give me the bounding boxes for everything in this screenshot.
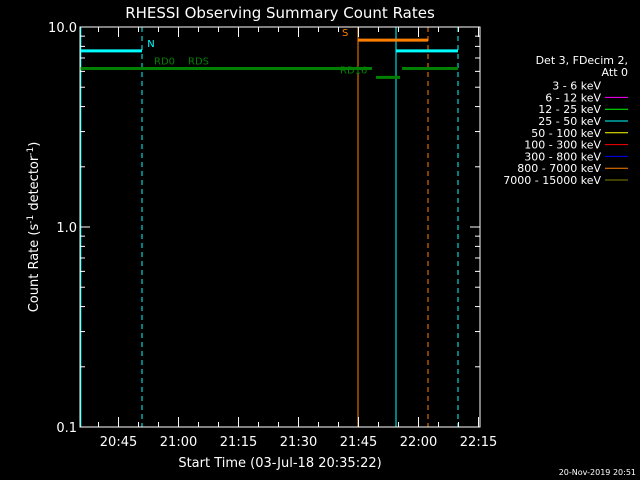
- chart-title: RHESSI Observing Summary Count Rates: [125, 4, 435, 22]
- y-tick-label-1: 1.0: [56, 221, 77, 236]
- x-tick-label-3: 21:30: [280, 435, 317, 450]
- y-tick-label-0: 0.1: [56, 421, 77, 436]
- x-axis-label: Start Time (03-Jul-18 20:35:22): [178, 456, 381, 471]
- flag-label-n: N: [147, 39, 154, 50]
- y-tick-label-2: 10.0: [48, 21, 77, 36]
- y-axis-label-end: ): [27, 142, 42, 147]
- x-tick-label-6: 22:15: [460, 435, 497, 450]
- x-tick-label-0: 20:45: [100, 435, 137, 450]
- legend-label-8: 7000 - 15000 keV: [503, 174, 601, 187]
- legend-label-1: 6 - 12 keV: [545, 91, 601, 104]
- x-tick-label-5: 22:00: [400, 435, 437, 450]
- y-axis-label: Count Rate (s-1 detector-1): [26, 142, 42, 313]
- y-axis-label-mid: detector: [27, 155, 42, 215]
- legend-label-2: 12 - 25 keV: [538, 103, 601, 116]
- legend-header-0: Det 3, FDecim 2,: [536, 54, 628, 67]
- flag-label-rd16: RD16: [340, 65, 367, 76]
- y-axis-label-sup2: -1: [26, 147, 36, 156]
- legend-label-6: 300 - 800 keV: [524, 150, 601, 163]
- legend-label-0: 3 - 6 keV: [552, 80, 601, 93]
- legend-label-5: 100 - 300 keV: [524, 139, 601, 152]
- y-axis-label-main: Count Rate (s: [27, 224, 42, 313]
- timestamp: 20-Nov-2019 20:51: [559, 468, 636, 477]
- x-tick-label-1: 21:00: [160, 435, 197, 450]
- legend-label-3: 25 - 50 keV: [538, 115, 601, 128]
- legend-label-7: 800 - 7000 keV: [517, 162, 601, 175]
- flag-label-rd0: RD0: [154, 57, 175, 68]
- legend-header-1: Att 0: [602, 66, 628, 79]
- axes-frame: [79, 26, 481, 428]
- flag-label-rds: RDS: [188, 57, 209, 68]
- x-tick-label-4: 21:45: [340, 435, 377, 450]
- flag-label-s: S: [342, 28, 348, 39]
- y-axis-label-sup1: -1: [26, 215, 36, 224]
- x-tick-label-2: 21:15: [220, 435, 257, 450]
- legend-label-4: 50 - 100 keV: [531, 127, 601, 140]
